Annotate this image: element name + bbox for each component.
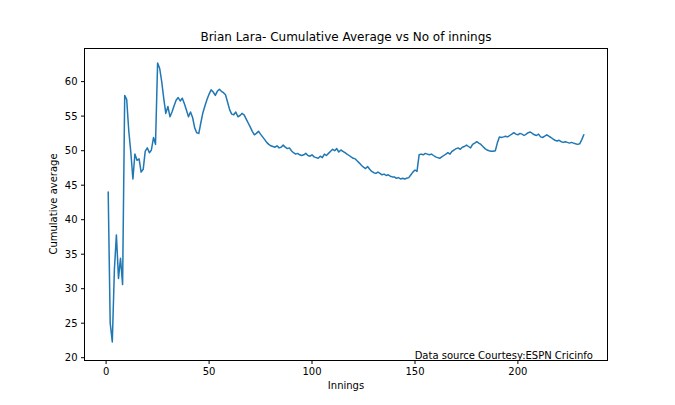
x-tick-label: 150 — [405, 366, 424, 377]
cumulative-average-line — [108, 63, 584, 342]
x-tick-label: 50 — [203, 366, 216, 377]
x-tick-label: 100 — [302, 366, 321, 377]
y-tick-label: 30 — [65, 283, 78, 294]
y-tick-label: 55 — [65, 111, 78, 122]
x-tick-label: 200 — [508, 366, 527, 377]
y-tick-label: 25 — [65, 318, 78, 329]
y-tick-label: 40 — [65, 214, 78, 225]
x-axis-label: Innings — [328, 380, 364, 391]
axis-ticks: 0 50 100 150 200 20 25 30 35 40 45 50 55 60 — [65, 76, 528, 376]
y-tick-label: 20 — [65, 352, 78, 363]
data-source-annotation: Data source Courtesy:ESPN Cricinfo — [415, 350, 593, 361]
y-tick-label: 45 — [65, 180, 78, 191]
chart-title: Brian Lara- Cumulative Average vs No of … — [200, 30, 491, 44]
x-tick-label: 0 — [103, 366, 109, 377]
y-tick-label: 35 — [65, 249, 78, 260]
y-axis-label: Cumulative average — [48, 153, 59, 254]
matplotlib-figure: 0 50 100 150 200 20 25 30 35 40 45 50 55 60 Brian Lar… — [0, 0, 675, 405]
y-tick-label: 50 — [65, 145, 78, 156]
y-tick-label: 60 — [65, 76, 78, 87]
chart-canvas: 0 50 100 150 200 20 25 30 35 40 45 50 55 60 Brian Lar… — [0, 0, 675, 405]
